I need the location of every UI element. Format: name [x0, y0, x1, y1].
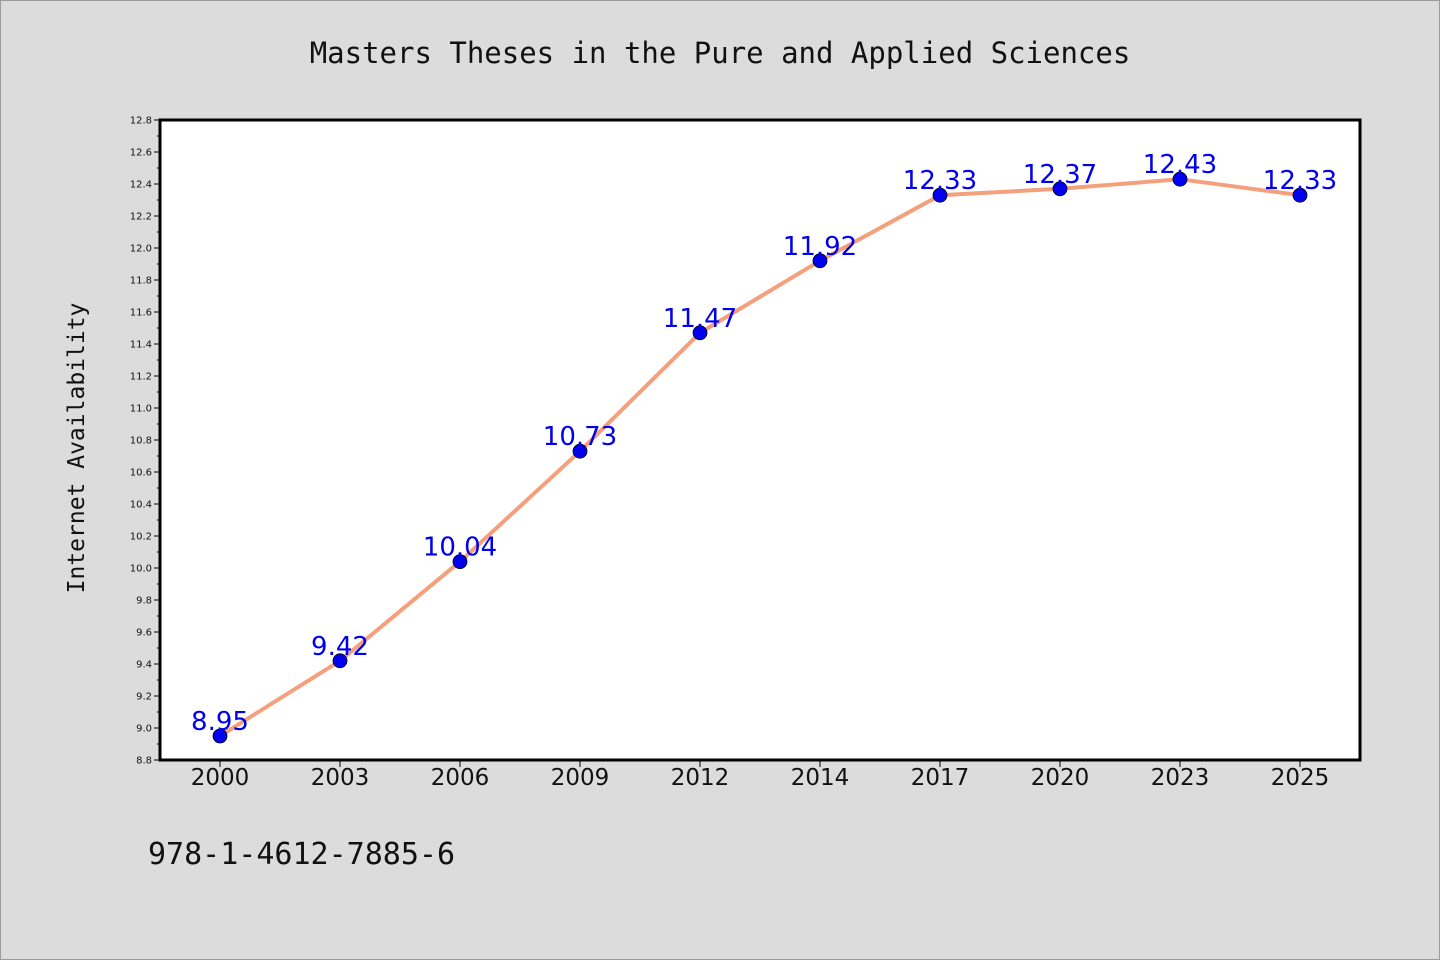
data-point-marker — [212, 728, 228, 744]
data-label: 12.33 — [903, 166, 977, 196]
data-label: 9.42 — [311, 632, 369, 662]
data-label: 10.04 — [423, 533, 497, 563]
y-tick-label: 10.8 — [130, 436, 152, 447]
data-point-marker — [572, 443, 588, 459]
y-tick-label: 11.4 — [130, 340, 152, 351]
x-tick-label: 2014 — [791, 765, 850, 791]
x-tick-label: 2025 — [1271, 765, 1330, 791]
y-tick-label: 8.8 — [136, 756, 152, 767]
y-tick-label: 12.2 — [130, 212, 152, 223]
x-tick-label: 2023 — [1151, 765, 1210, 791]
y-tick-label: 12.6 — [130, 148, 152, 159]
y-tick-label: 10.0 — [130, 564, 152, 575]
series-line — [218, 177, 1302, 738]
y-tick-label: 12.4 — [130, 180, 152, 191]
y-axis-label: Internet Availability — [64, 303, 90, 594]
x-tick-label: 2020 — [1031, 765, 1090, 791]
y-tick-label: 10.4 — [130, 500, 152, 511]
y-tick-label: 9.8 — [136, 596, 152, 607]
data-point-marker — [332, 653, 348, 669]
x-tick-label: 2006 — [431, 765, 490, 791]
y-tick-label: 12.0 — [130, 244, 152, 255]
data-point-marker — [1292, 187, 1308, 203]
data-point-marker — [1172, 171, 1188, 187]
y-axis: 8.8 9.0 9.2 9.4 9.6 9.8 10.0 10.2 10.4 10.6 10.8 11… — [130, 116, 160, 767]
x-tick-label: 2000 — [191, 765, 250, 791]
y-tick-label: 9.4 — [136, 660, 152, 671]
x-tick-label: 2003 — [311, 765, 370, 791]
data-label: 12.33 — [1263, 166, 1337, 196]
y-tick-label: 9.0 — [136, 724, 152, 735]
y-tick-label: 11.8 — [130, 276, 152, 287]
chart-title: Masters Theses in the Pure and Applied S… — [310, 36, 1131, 70]
y-tick-label: 11.6 — [130, 308, 152, 319]
data-label: 11.47 — [663, 304, 737, 334]
y-tick-label: 9.6 — [136, 628, 152, 639]
data-point-marker — [692, 325, 708, 341]
y-tick-label: 11.0 — [130, 404, 152, 415]
data-label: 12.37 — [1023, 160, 1097, 190]
y-tick-label: 11.2 — [130, 372, 152, 383]
y-tick-label: 10.6 — [130, 468, 152, 479]
data-point-marker — [1052, 181, 1068, 197]
x-tick-label: 2012 — [671, 765, 730, 791]
data-point-marker — [932, 187, 948, 203]
y-tick-label: 9.2 — [136, 692, 152, 703]
x-tick-label: 2009 — [551, 765, 610, 791]
data-label: 10.73 — [543, 422, 617, 452]
data-point-marker — [452, 554, 468, 569]
series-layer: 8.95 9.42 10.04 10.73 11.47 11.92 12.33 12.37 12… — [191, 150, 1337, 744]
data-label: 12.43 — [1143, 150, 1217, 180]
data-label: 11.92 — [783, 232, 857, 262]
isbn-label: 978-1-4612-7885-6 — [148, 837, 455, 872]
plot-area — [158, 118, 1362, 762]
x-axis: 2000 2003 2006 2009 2012 2014 2017 2020 2023 2025 — [191, 760, 1330, 791]
x-tick-label: 2017 — [911, 765, 970, 791]
data-point-marker — [812, 253, 828, 269]
y-tick-label: 10.2 — [130, 532, 152, 543]
data-label: 8.95 — [191, 707, 249, 737]
y-tick-label: 12.8 — [130, 116, 152, 127]
